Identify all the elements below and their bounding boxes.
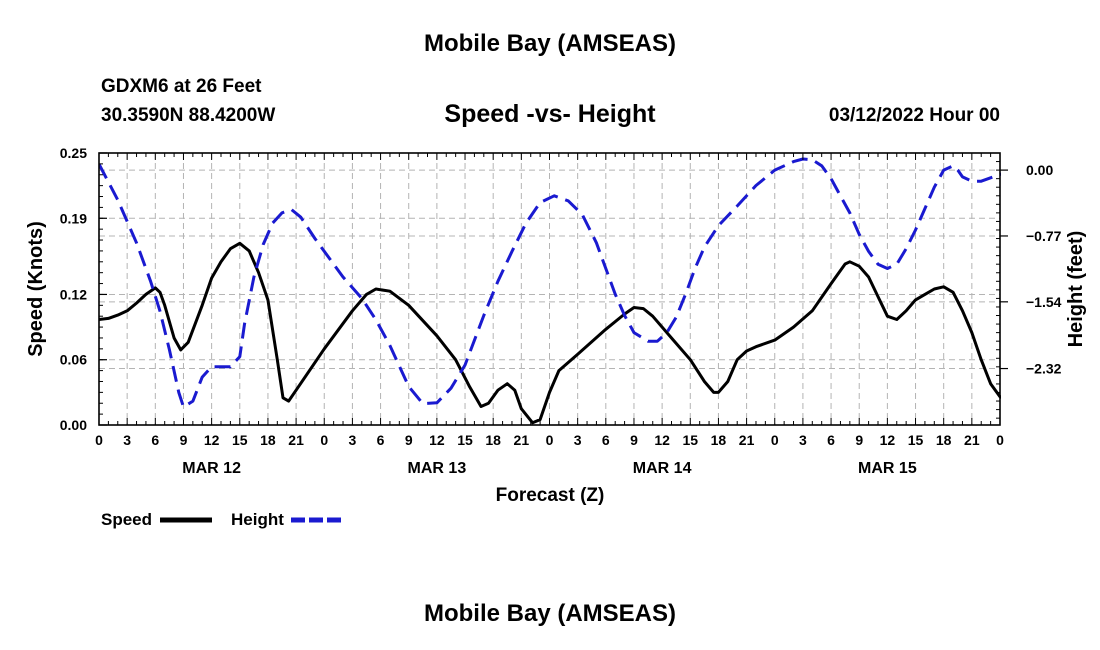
x-tick-label: 9 bbox=[630, 432, 638, 448]
y-tick-label-left: 0.06 bbox=[60, 352, 87, 368]
y-tick-label-left: 0.19 bbox=[60, 210, 87, 226]
x-axis-label: Forecast (Z) bbox=[496, 485, 605, 506]
x-tick-label: 6 bbox=[602, 432, 610, 448]
x-tick-label: 15 bbox=[682, 432, 698, 448]
y-tick-label-left: 0.00 bbox=[60, 417, 87, 433]
x-tick-label: 21 bbox=[739, 432, 755, 448]
x-tick-label: 3 bbox=[574, 432, 582, 448]
y-tick-label-left: 0.25 bbox=[60, 145, 87, 161]
x-tick-label: 0 bbox=[996, 432, 1004, 448]
x-day-label: MAR 12 bbox=[182, 460, 241, 477]
page-title: Mobile Bay (AMSEAS) bbox=[423, 30, 677, 57]
x-tick-label: 12 bbox=[204, 432, 220, 448]
x-tick-label: 12 bbox=[880, 432, 896, 448]
x-tick-label: 0 bbox=[320, 432, 328, 448]
x-tick-label: 6 bbox=[827, 432, 835, 448]
x-tick-label: 9 bbox=[855, 432, 863, 448]
x-tick-label: 18 bbox=[711, 432, 727, 448]
forecast-datetime: 03/12/2022 Hour 00 bbox=[828, 105, 1000, 126]
x-tick-label: 18 bbox=[485, 432, 501, 448]
y-tick-label-right: −2.32 bbox=[1026, 361, 1062, 377]
x-tick-label: 12 bbox=[429, 432, 445, 448]
x-day-label: MAR 15 bbox=[858, 460, 917, 477]
chart-title: Speed -vs- Height bbox=[444, 100, 656, 128]
y-tick-label-right: 0.00 bbox=[1026, 162, 1053, 178]
x-tick-label: 3 bbox=[349, 432, 357, 448]
y-tick-label-left: 0.12 bbox=[60, 286, 87, 302]
series-line-speed bbox=[99, 241, 1001, 425]
x-tick-label: 18 bbox=[936, 432, 952, 448]
grid bbox=[99, 153, 1000, 425]
y-axis-left-label: Speed (Knots) bbox=[25, 221, 47, 357]
legend-height-label: Height bbox=[231, 510, 284, 529]
x-tick-label: 15 bbox=[232, 432, 248, 448]
x-day-label: MAR 14 bbox=[633, 460, 692, 477]
legend: Speed Height bbox=[101, 510, 342, 529]
x-tick-label: 0 bbox=[771, 432, 779, 448]
x-tick-label: 18 bbox=[260, 432, 276, 448]
x-tick-label: 12 bbox=[654, 432, 670, 448]
axes: 0 3 6 9 12 15 18 21 0 3 6 9 12 15 18 21 0 3 6 9 12 15 18 21 0 3 6 9… bbox=[60, 145, 1062, 477]
x-tick-label: 9 bbox=[405, 432, 413, 448]
x-tick-label: 15 bbox=[457, 432, 473, 448]
x-tick-label: 15 bbox=[908, 432, 924, 448]
x-tick-label: 21 bbox=[288, 432, 304, 448]
x-tick-label: 21 bbox=[964, 432, 980, 448]
x-tick-label: 6 bbox=[377, 432, 385, 448]
x-tick-label: 0 bbox=[546, 432, 554, 448]
series-layer bbox=[99, 157, 1001, 425]
y-tick-label-right: −1.54 bbox=[1026, 294, 1062, 310]
bottom-title: Mobile Bay (AMSEAS) bbox=[423, 600, 677, 627]
x-tick-label: 6 bbox=[151, 432, 159, 448]
x-tick-label: 9 bbox=[180, 432, 188, 448]
legend-speed-label: Speed bbox=[101, 510, 152, 529]
x-tick-label: 3 bbox=[799, 432, 807, 448]
x-tick-label: 0 bbox=[95, 432, 103, 448]
station-label: GDXM6 at 26 Feet bbox=[101, 76, 262, 97]
y-tick-label-right: −0.77 bbox=[1026, 228, 1062, 244]
x-tick-label: 3 bbox=[123, 432, 131, 448]
x-tick-label: 21 bbox=[514, 432, 530, 448]
station-coordinates: 30.3590N 88.4200W bbox=[101, 105, 276, 126]
y-axis-right-label: Height (feet) bbox=[1065, 231, 1087, 348]
x-day-label: MAR 13 bbox=[408, 460, 467, 477]
